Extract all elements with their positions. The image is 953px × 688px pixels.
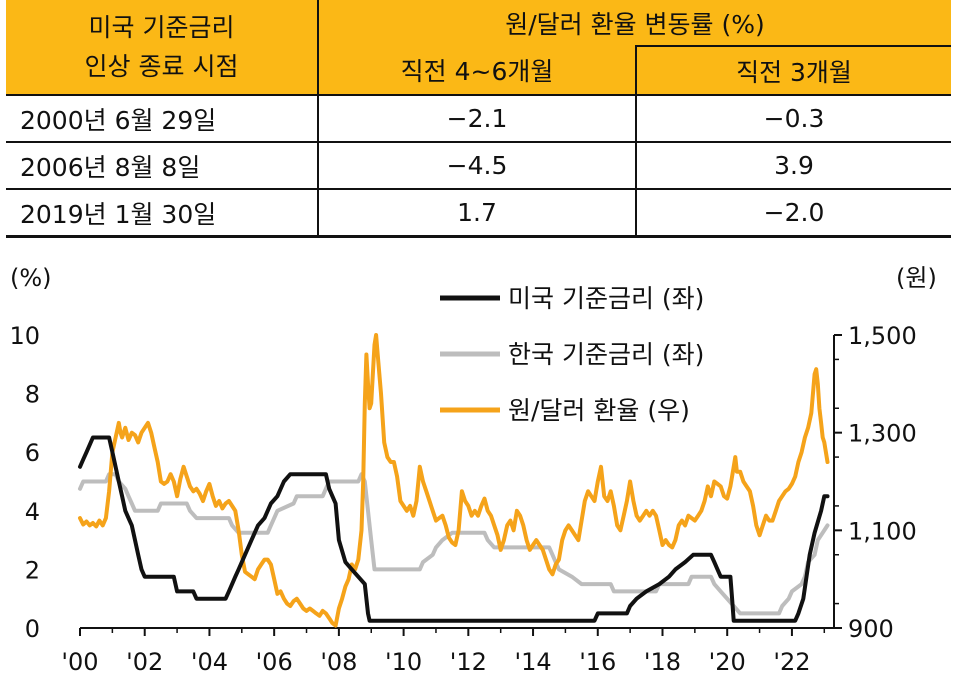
rate-hike-table: 미국 기준금리 인상 종료 시점 원/달러 환율 변동률 (%) 직전 4~6개… (6, 0, 951, 238)
axes: 0 2 4 6 8 10 900 1,100 1,300 1,500 '00 '02 '04 '06 '08… (9, 322, 916, 676)
row-value-4-6m: 1.7 (318, 188, 637, 238)
row-value-3m: −0.3 (636, 94, 951, 142)
row-value-4-6m: −2.1 (318, 94, 637, 142)
row-date: 2000년 6월 29일 (6, 94, 319, 142)
x-tick-label: '18 (644, 648, 681, 676)
row-date: 2019년 1월 30일 (6, 188, 319, 238)
left-tick-label: 10 (9, 322, 40, 350)
right-tick-label: 1,500 (848, 322, 917, 350)
left-tick-label: 4 (25, 498, 40, 526)
x-tick-label: '20 (709, 648, 746, 676)
series-line-1 (78, 472, 830, 616)
series-line-0 (78, 435, 830, 623)
left-tick-label: 2 (25, 556, 40, 584)
legend-label: 미국 기준금리 (좌) (508, 284, 704, 313)
x-tick-label: '22 (773, 648, 810, 676)
header-end-date: 미국 기준금리 인상 종료 시점 (6, 0, 319, 95)
header-end-date-line1: 미국 기준금리 (88, 13, 235, 42)
legend-label: 한국 기준금리 (좌) (508, 340, 704, 369)
x-tick-label: '10 (385, 648, 422, 676)
rate-fx-chart: (%) (원) 0 2 4 6 8 10 900 1,100 1,300 1,500 '00 '02 '… (9, 264, 937, 676)
series-line-2 (78, 333, 830, 628)
row-value-3m: 3.9 (636, 141, 951, 189)
x-tick-label: '12 (450, 648, 487, 676)
subheader-4-6-months: 직전 4~6개월 (318, 46, 637, 95)
header-end-date-line2: 인상 종료 시점 (84, 52, 239, 81)
table-row: 2019년 1월 30일 1.7 −2.0 (6, 188, 951, 238)
x-tick-label: '14 (514, 648, 551, 676)
series-layer (78, 333, 830, 628)
subheader-3-months: 직전 3개월 (636, 45, 951, 95)
left-tick-label: 0 (25, 615, 40, 643)
legend-label: 원/달러 환율 (우) (508, 396, 690, 425)
table-row: 2006년 8월 8일 −4.5 3.9 (6, 141, 951, 189)
row-value-3m: −2.0 (636, 188, 951, 238)
x-tick-label: '02 (126, 648, 163, 676)
x-tick-label: '00 (61, 648, 98, 676)
right-axis-unit: (원) (896, 264, 937, 292)
header-fx-change: 원/달러 환율 변동률 (%) (318, 0, 951, 46)
right-tick-label: 1,100 (848, 517, 917, 545)
x-tick-label: '04 (191, 648, 228, 676)
table-row: 2000년 6월 29일 −2.1 −0.3 (6, 94, 951, 142)
left-axis-unit: (%) (10, 264, 52, 292)
right-tick-label: 1,300 (848, 420, 917, 448)
x-tick-label: '08 (320, 648, 357, 676)
row-date: 2006년 8월 8일 (6, 141, 319, 189)
right-tick-label: 900 (848, 615, 894, 643)
x-tick-label: '06 (256, 648, 293, 676)
x-tick-label: '16 (579, 648, 616, 676)
row-value-4-6m: −4.5 (318, 141, 637, 189)
left-tick-label: 6 (25, 439, 40, 467)
left-tick-label: 8 (25, 381, 40, 409)
legend: 미국 기준금리 (좌) 한국 기준금리 (좌) 원/달러 환율 (우) (440, 284, 704, 425)
